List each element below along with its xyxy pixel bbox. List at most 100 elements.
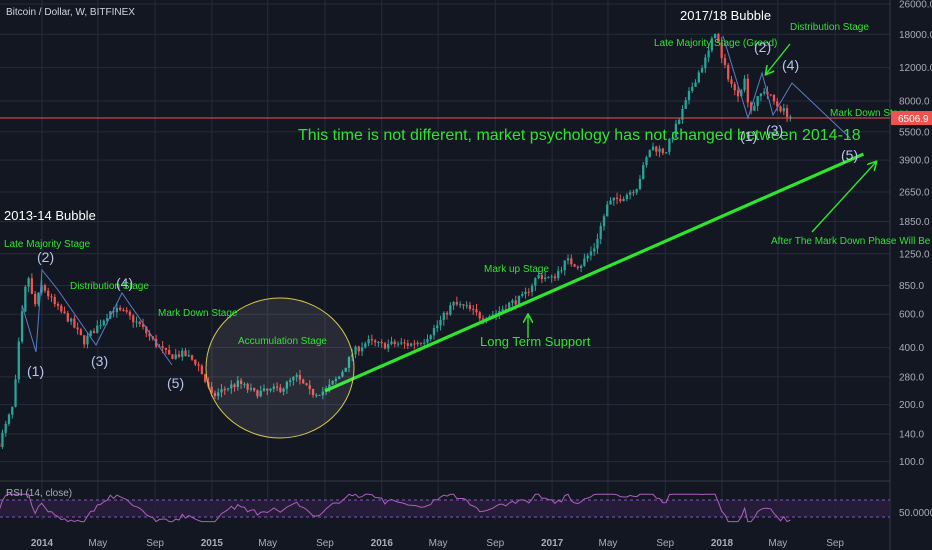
candle-body: [7, 414, 11, 424]
y-tick-label: 8000.0: [899, 97, 930, 108]
candle-body: [308, 385, 311, 389]
y-tick-label: 280.0: [899, 372, 924, 383]
candle-body: [691, 86, 694, 91]
candle-body: [262, 388, 266, 391]
candle-body: [648, 150, 651, 158]
candle-body: [426, 339, 429, 343]
wave-4-2018: (4): [782, 57, 799, 73]
markdown-2014: Mark Down Stage: [158, 308, 238, 319]
last-price-badge: 6506.9: [891, 111, 932, 126]
candle-body: [481, 318, 485, 320]
y-tick-label: 3900.0: [899, 156, 930, 167]
y-tick-label: 1850.0: [899, 217, 930, 228]
candle-body: [239, 380, 243, 384]
candle-body: [753, 105, 756, 111]
candle-body: [217, 392, 220, 397]
candle-body: [125, 310, 128, 312]
x-tick-label: 2014: [31, 538, 54, 549]
x-tick-label: May: [258, 538, 277, 549]
bubble-2018-label: 2017/18 Bubble: [680, 8, 771, 23]
candle-body: [628, 192, 632, 195]
candle-body: [606, 204, 609, 217]
candle-body: [279, 387, 282, 392]
candle-body: [547, 276, 550, 278]
candle-body: [33, 293, 37, 305]
candle-body: [259, 390, 262, 397]
x-tick-label: May: [768, 538, 787, 549]
candle-body: [586, 255, 589, 259]
candle-body: [393, 341, 396, 345]
candle-body: [687, 90, 691, 101]
candle-body: [416, 342, 419, 345]
candle-body: [458, 304, 462, 306]
candle-body: [99, 325, 102, 327]
candle-body: [655, 146, 658, 152]
candle-body: [164, 348, 168, 350]
candle-body: [560, 270, 563, 272]
candle-body: [534, 278, 537, 286]
markup-label: Mark up Stage: [484, 264, 549, 275]
distribution-arrow: [766, 43, 791, 74]
candle-body: [638, 178, 642, 190]
candle-body: [118, 307, 122, 310]
y-tick-label: 100.0: [899, 457, 924, 468]
candle-body: [109, 311, 112, 319]
markdown-2018: Mark Down Stage: [830, 108, 910, 119]
candle-body: [27, 278, 30, 287]
y-tick-label: 26000.0: [899, 0, 932, 11]
candle-body: [338, 376, 341, 379]
candle-body: [390, 341, 393, 345]
candle-body: [527, 291, 530, 293]
candle-body: [609, 200, 612, 205]
candle-body: [161, 346, 164, 349]
note-arrow: [811, 162, 876, 233]
candle-body: [733, 83, 736, 91]
candle-body: [63, 311, 66, 314]
candle-body: [14, 379, 17, 407]
candle-body: [740, 90, 743, 97]
wave-5-2018: (5): [841, 147, 858, 163]
candle-body: [449, 305, 452, 315]
x-tick-label: Sep: [146, 538, 164, 549]
candle-body: [24, 286, 27, 312]
candle-body: [89, 331, 92, 336]
candle-body: [341, 371, 344, 377]
candle-body: [331, 381, 334, 385]
candle-body: [66, 313, 69, 322]
candle-body: [717, 34, 720, 43]
candle-body: [20, 311, 24, 342]
candle-body: [727, 64, 730, 80]
candle-body: [700, 68, 704, 73]
candle-body: [207, 381, 210, 387]
candle-body: [174, 354, 177, 359]
candle-body: [498, 311, 501, 314]
candle-body: [576, 266, 579, 268]
candle-body: [328, 384, 331, 389]
candle-body: [524, 291, 527, 295]
candle-body: [710, 38, 714, 51]
candle-body: [230, 384, 233, 389]
wave-1-2018: (1): [740, 128, 757, 144]
candle-body: [785, 108, 789, 118]
candle-body: [226, 388, 230, 390]
candle-body: [115, 307, 119, 313]
candle-body: [141, 324, 145, 327]
candle-body: [668, 138, 671, 153]
y-tick-label: 2650.0: [899, 187, 930, 198]
candle-body: [364, 343, 367, 348]
candle-body: [432, 328, 436, 336]
chart-title: Bitcoin / Dollar, W, BITFINEX: [6, 7, 135, 18]
candle-body: [295, 375, 298, 377]
late-majority-2014: Late Majority Stage: [4, 239, 91, 250]
candle-body: [413, 343, 416, 345]
candle-body: [194, 359, 197, 365]
candle-body: [357, 346, 360, 352]
candle-body: [266, 388, 269, 391]
candle-body: [599, 226, 602, 240]
candle-body: [11, 406, 14, 415]
y-tick-label: 200.0: [899, 400, 924, 411]
candle-body: [632, 192, 635, 194]
candle-body: [540, 274, 544, 280]
candle-body: [769, 94, 772, 96]
